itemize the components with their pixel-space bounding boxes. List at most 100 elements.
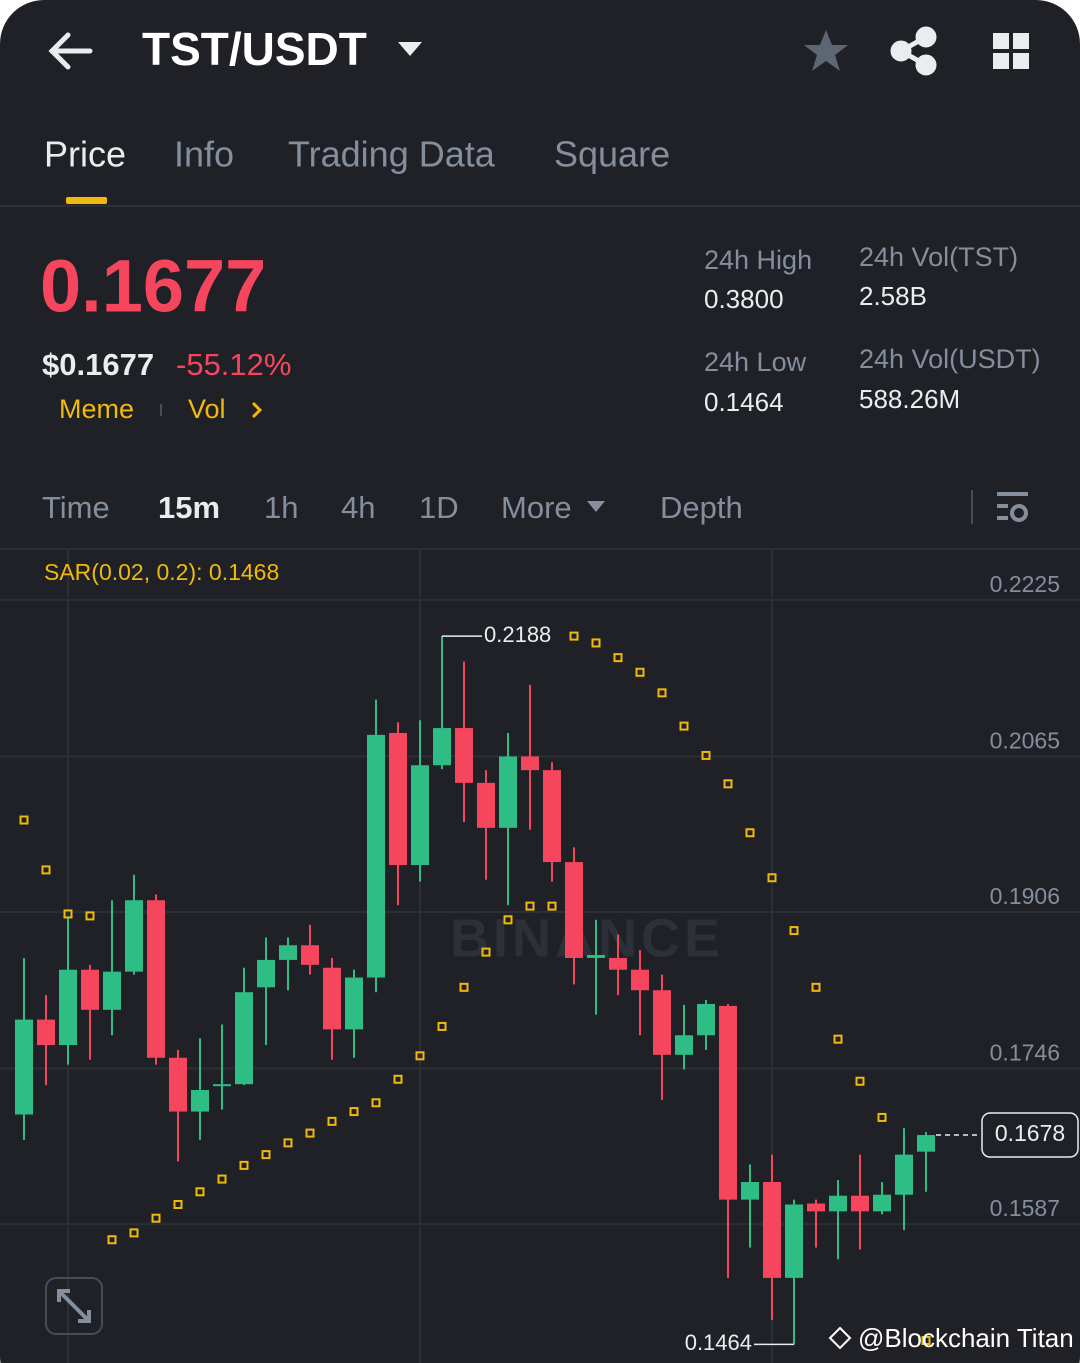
stat-value: 0.1464 xyxy=(704,387,784,417)
menu-icon[interactable] xyxy=(993,33,1029,69)
tag-chevron xyxy=(251,401,263,419)
candle-body xyxy=(873,1194,891,1212)
sar-dot xyxy=(305,1128,315,1138)
sar-dot xyxy=(503,915,513,925)
usd-price: $0.1677 xyxy=(42,347,154,382)
sar-dot xyxy=(657,688,667,698)
candle-body xyxy=(829,1195,847,1212)
candle-body xyxy=(565,862,583,958)
pair-title[interactable]: TST/USDT xyxy=(142,23,367,75)
sar-dot xyxy=(349,1107,359,1117)
y-tick-label: 0.1746 xyxy=(990,1040,1060,1066)
tab-price[interactable]: Price xyxy=(44,134,126,175)
candle-body xyxy=(675,1035,693,1055)
sar-dot xyxy=(85,911,95,921)
share-icon[interactable] xyxy=(890,26,937,76)
sar-dot xyxy=(701,750,711,760)
sar-dot xyxy=(283,1138,293,1148)
candle-body xyxy=(147,900,165,1058)
sar-dot xyxy=(151,1213,161,1223)
sar-dot xyxy=(855,1076,865,1086)
candle-body xyxy=(59,969,77,1046)
stat-label: 24h High xyxy=(704,245,812,275)
candle-body xyxy=(81,969,99,1010)
candle-body xyxy=(741,1182,759,1200)
active-tab-indicator xyxy=(66,197,107,204)
candle-body xyxy=(279,945,297,960)
candle-body xyxy=(213,1084,231,1087)
y-tick-label: 0.2225 xyxy=(990,571,1060,597)
interval-more[interactable]: More xyxy=(501,490,572,525)
credit: @Blockchain Titan xyxy=(858,1323,1074,1353)
candle-body xyxy=(631,969,649,991)
sar-dot xyxy=(767,873,777,883)
candle-body xyxy=(917,1135,935,1152)
low-label: 0.1464 xyxy=(685,1330,752,1355)
candle-body xyxy=(609,957,627,970)
candle-body xyxy=(521,756,539,771)
tab-square[interactable]: Square xyxy=(554,134,670,175)
sar-dot xyxy=(129,1228,139,1238)
candle-body xyxy=(653,990,671,1055)
y-tick-label: 0.1587 xyxy=(990,1195,1060,1221)
tab-info[interactable]: Info xyxy=(174,134,234,175)
interval-depth[interactable]: Depth xyxy=(660,490,743,525)
last-price: 0.1677 xyxy=(40,245,266,328)
candle-body xyxy=(367,734,385,978)
sar-dot xyxy=(679,721,689,731)
sar-dot xyxy=(63,909,73,919)
tab-trading-data[interactable]: Trading Data xyxy=(288,134,496,175)
sar-dot xyxy=(459,982,469,992)
sar-dot xyxy=(415,1051,425,1061)
tag-meme[interactable]: Meme xyxy=(59,394,134,424)
candle-body xyxy=(191,1090,209,1112)
back-button[interactable] xyxy=(48,32,93,70)
candle-body xyxy=(455,728,473,783)
interval[interactable]: 1h xyxy=(264,490,298,525)
sar-dot xyxy=(41,865,51,875)
candle-body xyxy=(587,955,605,958)
candlestick-chart: 0.2225 0.2065 0.1906 0.1746 0.1587 0.2188 0.14… xyxy=(0,571,1080,1355)
candle-body xyxy=(719,1005,737,1200)
sar-dot xyxy=(547,901,557,911)
sar-dot xyxy=(789,926,799,936)
sar-dot xyxy=(635,667,645,677)
sar-dot xyxy=(591,638,601,648)
y-tick-label: 0.2065 xyxy=(990,728,1060,754)
sar-dot xyxy=(19,815,29,825)
indicator-label: SAR(0.02, 0.2): 0.1468 xyxy=(44,559,279,585)
candle-body xyxy=(851,1195,869,1212)
interval[interactable]: Time xyxy=(42,490,110,525)
sar-dot xyxy=(107,1235,117,1245)
sar-dot xyxy=(327,1116,337,1126)
sar-dot xyxy=(811,982,821,992)
candle-body xyxy=(499,756,517,828)
fullscreen-button[interactable] xyxy=(45,1277,103,1335)
candle-body xyxy=(257,959,275,988)
stat-label: 24h Vol(TST) xyxy=(859,242,1018,272)
sar-dot xyxy=(371,1098,381,1108)
stat-value: 2.58B xyxy=(859,281,927,311)
candle-body xyxy=(301,945,319,965)
sar-dot xyxy=(217,1174,227,1184)
last-price-label: 0.1678 xyxy=(995,1120,1065,1146)
candle-body xyxy=(895,1154,913,1195)
sar-dot xyxy=(613,653,623,663)
sar-dot xyxy=(195,1187,205,1197)
credit-icon xyxy=(828,1326,852,1350)
sar-dot xyxy=(437,1021,447,1031)
interval-active[interactable]: 15m xyxy=(158,490,220,525)
chart-settings-icon[interactable] xyxy=(997,492,1028,522)
sar-dot xyxy=(393,1074,403,1084)
sar-dot xyxy=(723,779,733,789)
candle-body xyxy=(345,977,363,1030)
watermark: BINANCE xyxy=(450,908,724,968)
pair-dropdown[interactable] xyxy=(398,42,422,56)
tag-vol[interactable]: Vol xyxy=(188,394,226,424)
sar-dot xyxy=(745,828,755,838)
interval[interactable]: 4h xyxy=(341,490,375,525)
favorite-icon[interactable] xyxy=(804,30,848,71)
interval[interactable]: 1D xyxy=(419,490,459,525)
